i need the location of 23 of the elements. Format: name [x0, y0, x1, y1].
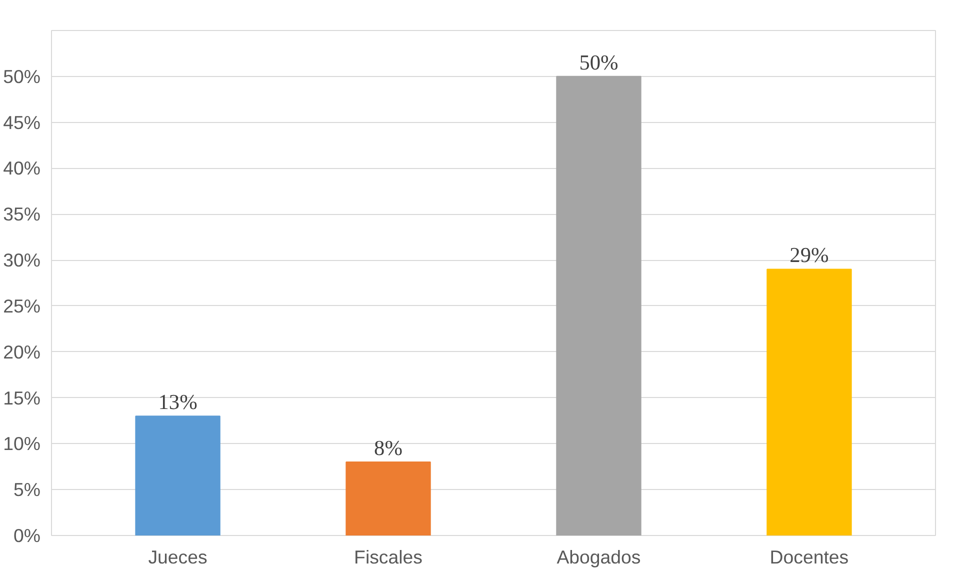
y-tick-label: 50% [3, 66, 41, 87]
y-tick-label: 35% [3, 204, 41, 225]
bar [556, 76, 642, 536]
y-tick-label: 45% [3, 112, 41, 133]
x-tick-label: Docentes [770, 546, 849, 568]
x-tick-label: Jueces [148, 546, 208, 568]
bar [346, 462, 431, 536]
data-label: 8% [374, 436, 403, 460]
bar [135, 416, 220, 536]
x-tick-label: Abogados [556, 546, 641, 568]
y-tick-label: 25% [3, 295, 41, 316]
y-tick-label: 10% [3, 433, 41, 454]
data-label: 50% [579, 50, 619, 74]
x-tick-label: Fiscales [354, 546, 422, 568]
y-tick-label: 20% [3, 341, 41, 362]
y-tick-label: 5% [14, 479, 41, 500]
y-tick-label: 15% [3, 387, 41, 408]
y-tick-label: 30% [3, 250, 41, 271]
data-label: 29% [790, 243, 829, 268]
bar [766, 268, 852, 536]
y-tick-label: 40% [3, 158, 41, 179]
y-tick-label: 0% [14, 525, 41, 546]
data-label: 13% [158, 390, 198, 414]
